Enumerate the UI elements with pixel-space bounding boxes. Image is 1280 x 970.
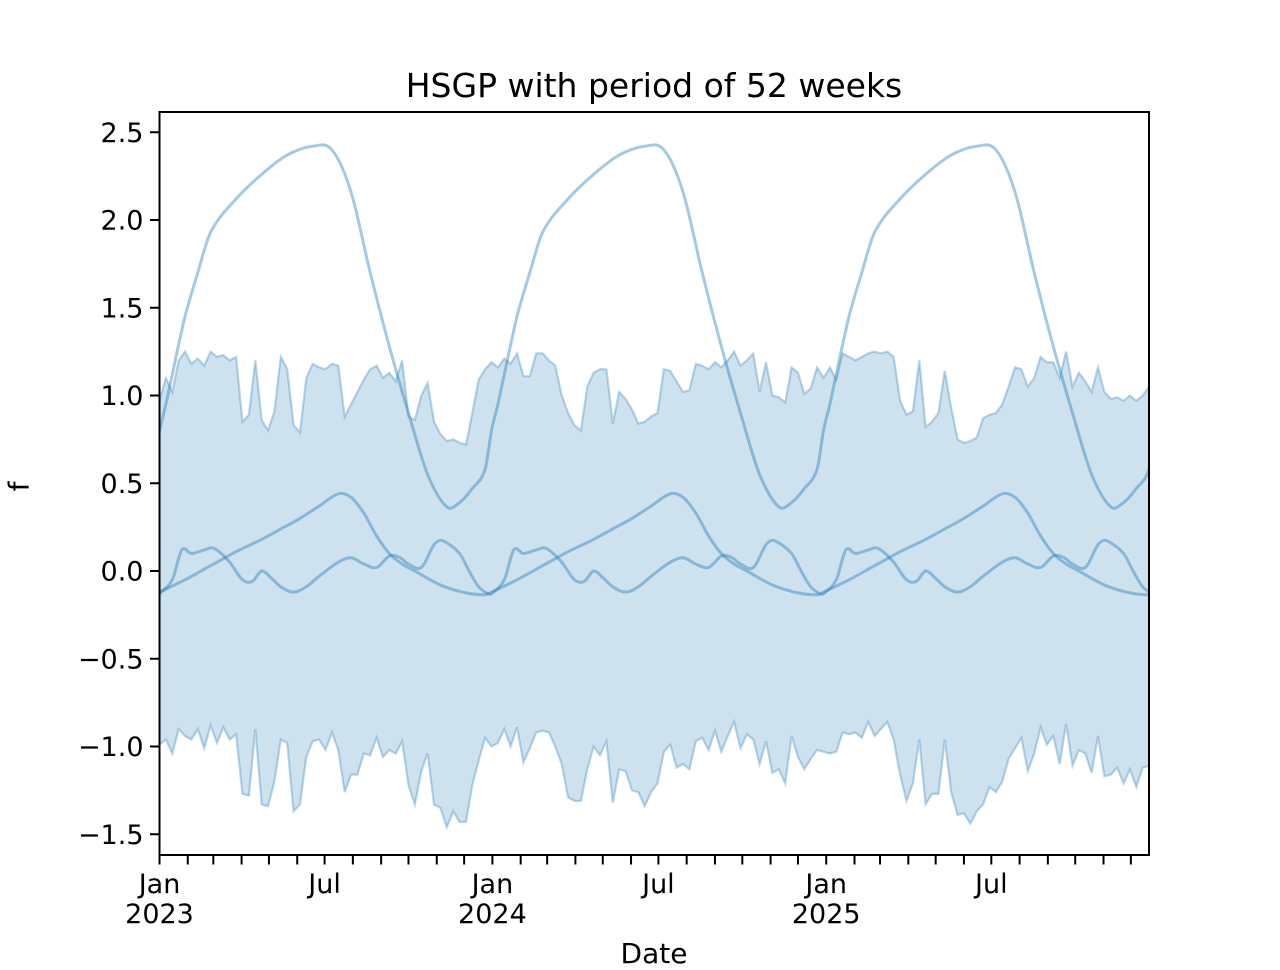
y-tick-label: 0.0: [101, 557, 144, 588]
x-tick-label: Jul: [306, 869, 341, 900]
y-tick-label: 2.5: [101, 118, 144, 149]
y-tick-label: 1.5: [101, 293, 144, 324]
uncertainty-band: [159, 349, 1149, 831]
x-tick-label: Jan: [137, 869, 181, 900]
x-tick-year-label: 2025: [792, 899, 861, 930]
sample-curve-3: [159, 538, 1149, 596]
x-axis-label: Date: [620, 937, 688, 970]
y-tick-label: 0.5: [101, 469, 144, 500]
x-tick-label: Jul: [640, 869, 675, 900]
x-tick-label: Jan: [803, 869, 847, 900]
x-tick-year-label: 2024: [458, 899, 527, 930]
sample-curve-2: [159, 491, 1149, 597]
y-axis-label: f: [2, 481, 36, 492]
x-tick-label: Jul: [973, 869, 1008, 900]
sample-curve-1: [159, 143, 1149, 510]
y-tick-label: −1.0: [78, 732, 144, 763]
chart-title: HSGP with period of 52 weeks: [405, 66, 903, 105]
y-tick-label: 2.0: [101, 206, 144, 237]
y-tick-label: −0.5: [78, 644, 144, 675]
y-tick-label: −1.5: [78, 820, 144, 851]
plot-data-layer: [159, 143, 1149, 831]
y-tick-label: 1.0: [101, 381, 144, 412]
x-tick-label: Jan: [470, 869, 514, 900]
x-tick-year-label: 2023: [125, 899, 194, 930]
